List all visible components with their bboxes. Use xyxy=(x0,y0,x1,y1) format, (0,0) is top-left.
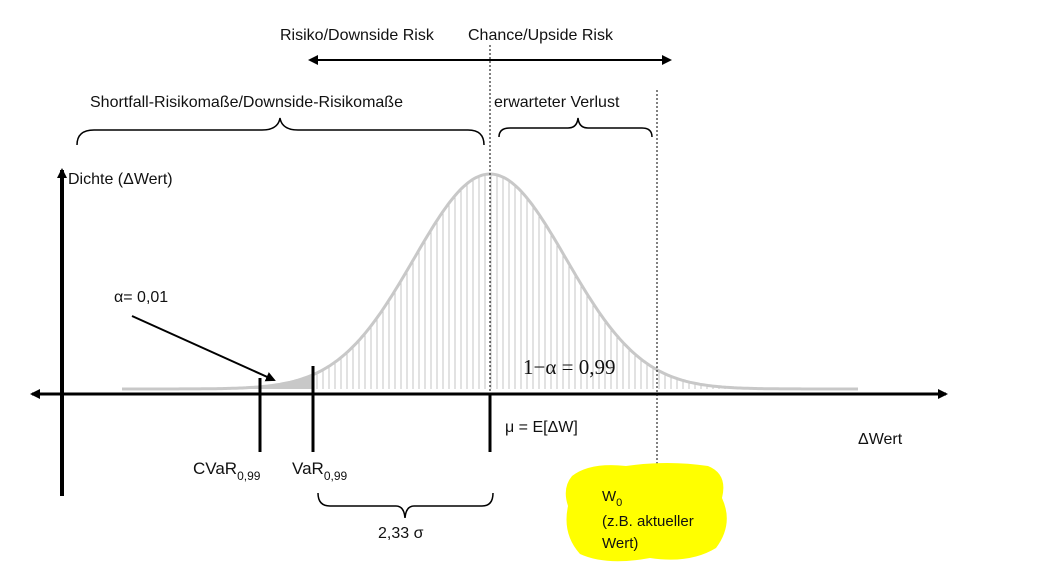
w0-main: W xyxy=(602,488,617,505)
w0-label: W0 xyxy=(602,488,622,509)
alpha-pointer-arrow xyxy=(131,315,276,382)
cvar-main: CVaR xyxy=(193,459,237,478)
shortfall-brace xyxy=(76,117,485,146)
cvar-subscript: 0,99 xyxy=(237,469,261,483)
w0-highlight xyxy=(565,463,727,562)
var-label: VaR0,99 xyxy=(292,459,347,483)
expected-loss-label: erwarteter Verlust xyxy=(494,94,620,111)
y-axis-label: Dichte (ΔWert) xyxy=(68,171,173,188)
mu-label: μ = E[ΔW] xyxy=(505,419,578,436)
sigma-span-label: 2,33 σ xyxy=(378,525,424,542)
var-subscript: 0,99 xyxy=(324,469,348,483)
w0-subscript: 0 xyxy=(616,497,622,509)
expected-loss-brace xyxy=(498,117,653,138)
w0-line3: Wert) xyxy=(602,535,638,552)
sigma-brace xyxy=(317,492,494,519)
var-main: VaR xyxy=(292,459,324,478)
probability-mass-hatching xyxy=(316,174,798,389)
w0-line2: (z.B. aktueller xyxy=(602,513,694,530)
x-axis-label: ΔWert xyxy=(858,431,903,448)
upside-risk-label: Chance/Upside Risk xyxy=(468,27,614,44)
downside-risk-label: Risiko/Downside Risk xyxy=(280,27,435,44)
one-minus-alpha-label: 1−α = 0,99 xyxy=(523,355,615,379)
shortfall-risk-label: Shortfall-Risikomaße/Downside-Risikomaße xyxy=(90,94,403,111)
tail-area-alpha xyxy=(122,375,313,389)
alpha-label: α= 0,01 xyxy=(114,289,168,306)
cvar-label: CVaR0,99 xyxy=(193,459,261,483)
